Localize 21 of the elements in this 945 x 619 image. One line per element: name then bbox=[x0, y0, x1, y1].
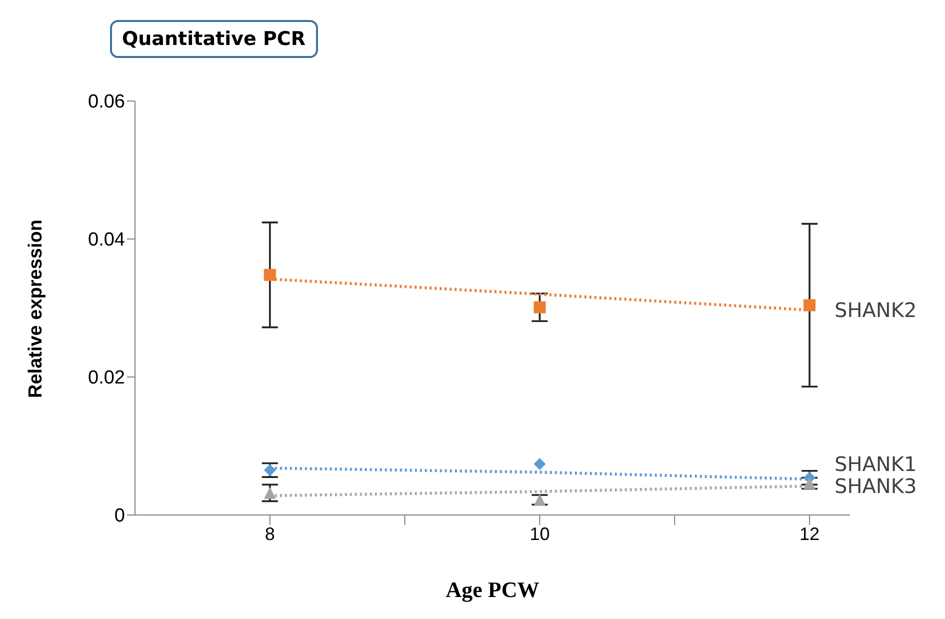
point bbox=[264, 268, 276, 281]
point bbox=[264, 464, 276, 476]
point bbox=[804, 477, 816, 490]
series-label: SHANK2 bbox=[834, 298, 917, 322]
x-tick-label: 12 bbox=[800, 524, 820, 544]
x-tick-label: 8 bbox=[264, 524, 275, 544]
point bbox=[534, 301, 546, 314]
point bbox=[804, 299, 816, 312]
point bbox=[534, 458, 546, 470]
point bbox=[264, 486, 276, 499]
y-tick-label: 0.02 bbox=[88, 368, 125, 389]
x-axis-title: Age PCW bbox=[446, 577, 540, 602]
x-tick-label: 10 bbox=[530, 524, 550, 544]
y-tick-label: 0.06 bbox=[88, 92, 125, 113]
y-tick-label: 0.04 bbox=[88, 230, 126, 251]
series-label: SHANK3 bbox=[834, 474, 917, 498]
chart-title: Quantitative PCR bbox=[110, 20, 318, 58]
y-axis-title: Relative expression bbox=[26, 220, 47, 398]
y-tick-label: 0 bbox=[114, 506, 125, 527]
point bbox=[534, 494, 546, 506]
series-label: SHANK1 bbox=[834, 452, 917, 476]
